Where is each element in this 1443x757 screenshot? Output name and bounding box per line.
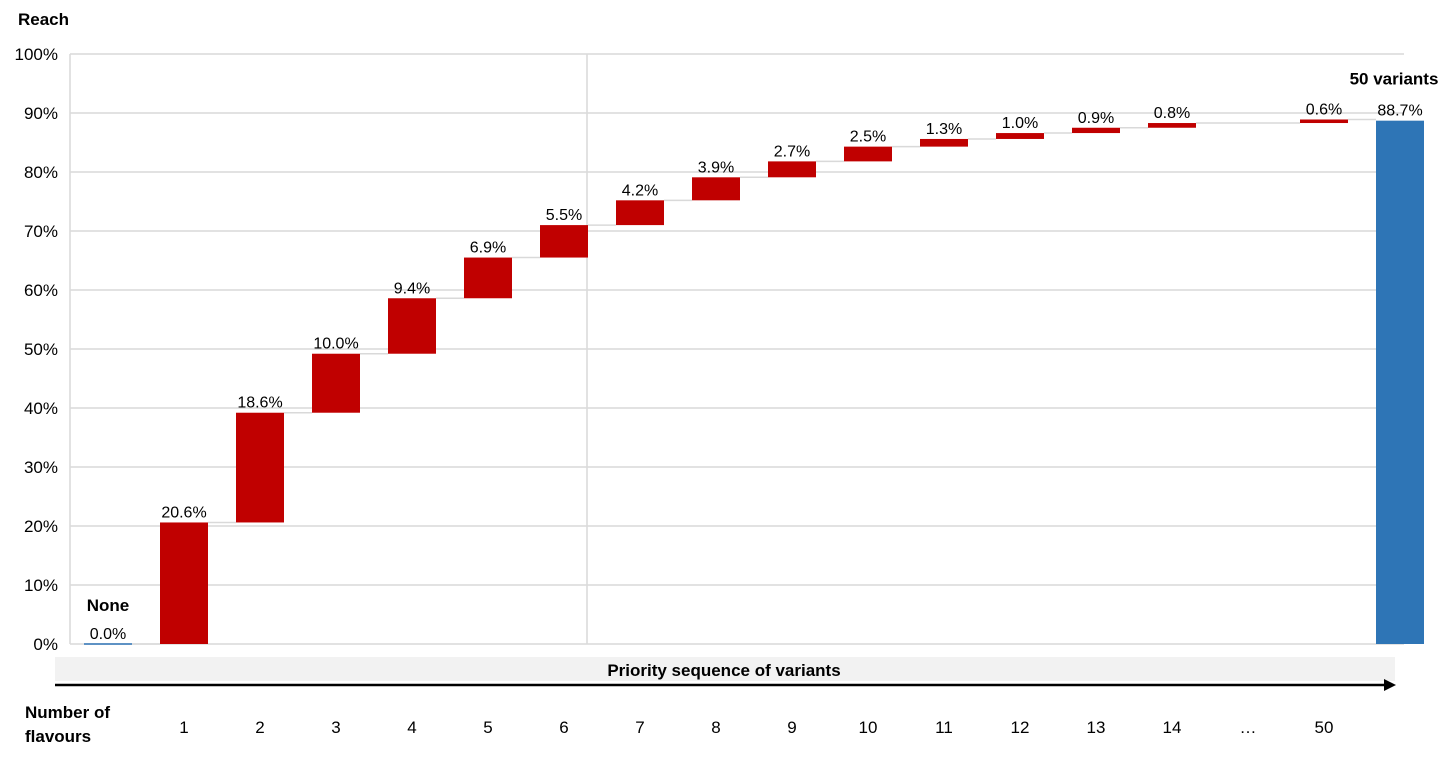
step-value-label: 3.9% — [698, 159, 734, 176]
x-category-label: 14 — [1163, 718, 1182, 737]
step-bar — [920, 138, 968, 147]
step-bar — [540, 225, 588, 258]
x-category-label: 2 — [255, 718, 264, 737]
x-category-label: 11 — [935, 718, 953, 737]
step-value-label: 18.6% — [237, 395, 282, 412]
total-annotation: 50 variants — [1350, 70, 1439, 89]
x-category-label: 4 — [407, 718, 416, 737]
step-bar — [768, 161, 816, 178]
step-value-label: 4.2% — [622, 182, 658, 199]
step-value-label: 6.9% — [470, 240, 506, 257]
y-tick-label: 50% — [24, 340, 58, 359]
y-tick-label: 10% — [24, 576, 58, 595]
sequence-band-bg — [55, 657, 1395, 681]
x-axis-title-line-2: flavours — [25, 727, 91, 746]
step-bar — [1300, 119, 1348, 124]
step-value-label: 1.0% — [1002, 115, 1038, 132]
total-value-label: 88.7% — [1377, 103, 1422, 120]
start-annotation: None — [87, 596, 130, 615]
x-category-label: 3 — [331, 718, 340, 737]
x-category-label: 50 — [1315, 718, 1334, 737]
step-value-label: 0.9% — [1078, 110, 1114, 127]
y-tick-label: 80% — [24, 163, 58, 182]
step-value-label: 2.5% — [850, 129, 886, 146]
step-bar — [844, 146, 892, 162]
step-bar — [692, 177, 740, 201]
x-category-label: 12 — [1011, 718, 1030, 737]
step-value-label: 1.3% — [926, 121, 962, 138]
step-bar — [160, 522, 208, 644]
sequence-band: Priority sequence of variants — [55, 657, 1396, 691]
x-axis-title-line-1: Number of — [25, 703, 110, 722]
x-category-label: 13 — [1087, 718, 1106, 737]
step-bar — [388, 298, 436, 354]
y-tick-label: 60% — [24, 281, 58, 300]
step-bar — [236, 412, 284, 523]
y-tick-label: 0% — [33, 635, 58, 654]
step-value-label: 9.4% — [394, 280, 430, 297]
start-value-label: 0.0% — [90, 626, 126, 643]
x-category-label: 6 — [559, 718, 568, 737]
total-bar — [1376, 120, 1424, 645]
step-bar — [464, 257, 512, 299]
sequence-arrow-head — [1384, 679, 1396, 691]
step-value-label: 20.6% — [161, 504, 206, 521]
y-tick-label: 30% — [24, 458, 58, 477]
x-category-label: … — [1240, 718, 1257, 737]
value-labels: 0.0% None 20.6% 18.6% 10.0% 9.4% 6.9% 5.5% 4.2% 3… — [87, 70, 1439, 643]
x-category-label: 1 — [179, 718, 188, 737]
step-bar — [616, 200, 664, 226]
y-axis-title: Reach — [18, 10, 69, 29]
x-category-label: 9 — [787, 718, 796, 737]
y-tick-label: 90% — [24, 104, 58, 123]
step-value-label: 0.6% — [1306, 101, 1342, 118]
bars — [84, 118, 1424, 645]
gridlines — [69, 53, 1404, 645]
step-bar — [996, 133, 1044, 139]
x-axis-categories: 1 2 3 4 5 6 7 8 9 10 11 12 13 14… 50 — [179, 718, 1333, 737]
x-category-label: 10 — [859, 718, 878, 737]
step-bar — [312, 353, 360, 413]
x-category-label: 8 — [711, 718, 720, 737]
y-tick-label: 40% — [24, 399, 58, 418]
x-category-label: 5 — [483, 718, 492, 737]
step-value-label: 5.5% — [546, 207, 582, 224]
y-tick-label: 70% — [24, 222, 58, 241]
sequence-label: Priority sequence of variants — [607, 661, 840, 680]
step-value-label: 0.8% — [1154, 105, 1190, 122]
step-value-label: 10.0% — [313, 336, 358, 353]
x-axis-title: Number of flavours — [25, 703, 115, 746]
x-category-label: 7 — [635, 718, 644, 737]
step-bar — [1072, 127, 1120, 134]
y-axis-ticks: 0% 10% 20% 30% 40% 50% 60% 70% 80% 90% 100% — [15, 45, 58, 654]
step-value-label: 2.7% — [774, 143, 810, 160]
y-tick-label: 100% — [15, 45, 58, 64]
y-tick-label: 20% — [24, 517, 58, 536]
step-bar — [1148, 123, 1196, 128]
